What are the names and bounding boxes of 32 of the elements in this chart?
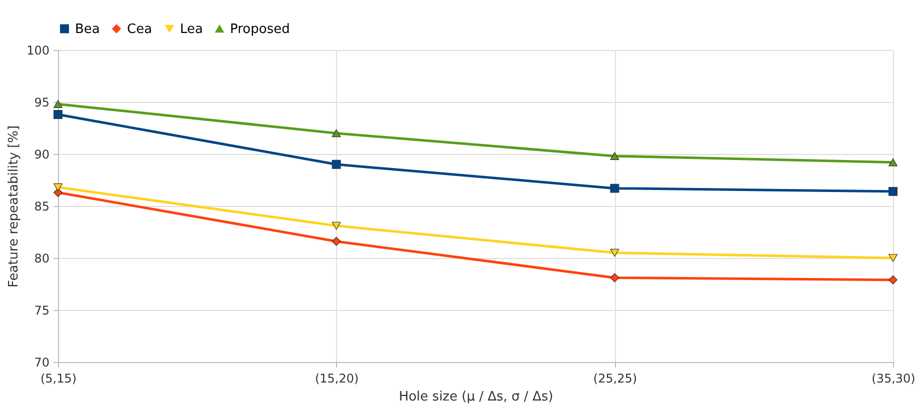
- point: [54, 183, 62, 192]
- point: [332, 236, 341, 246]
- legend-label: Cea: [127, 22, 152, 37]
- x-axis-title: Hole size (μ / Δs, σ / Δs): [398, 390, 554, 404]
- legend-label: Lea: [180, 22, 203, 37]
- point: [610, 273, 620, 282]
- y-tick-label: 100: [26, 44, 50, 58]
- point: [332, 160, 341, 169]
- point: [610, 248, 620, 257]
- y-tick-label: 75: [34, 304, 50, 318]
- y-axis-title: Feature repeatability [%]: [6, 125, 22, 288]
- point: [610, 184, 620, 193]
- y-tick-label: 95: [34, 96, 50, 110]
- x-tick-label: (15,20): [314, 372, 359, 386]
- point: [332, 222, 341, 230]
- point: [888, 158, 898, 166]
- point: [54, 100, 62, 108]
- y-tick-label: 70: [34, 356, 50, 370]
- legend-label: Bea: [75, 22, 100, 37]
- y-tick-label: 80: [34, 252, 50, 266]
- point: [610, 152, 620, 160]
- y-tick-label: 90: [34, 148, 50, 162]
- point: [332, 129, 341, 138]
- point: [888, 254, 898, 262]
- point: [888, 275, 898, 284]
- x-tick-label: (5,15): [40, 372, 77, 386]
- y-tick-label: 85: [34, 200, 50, 214]
- legend-label: Proposed: [230, 22, 290, 37]
- x-tick-label: (25,25): [593, 372, 638, 386]
- point: [54, 110, 62, 119]
- x-tick-label: (35,30): [872, 372, 916, 386]
- point: [888, 186, 898, 196]
